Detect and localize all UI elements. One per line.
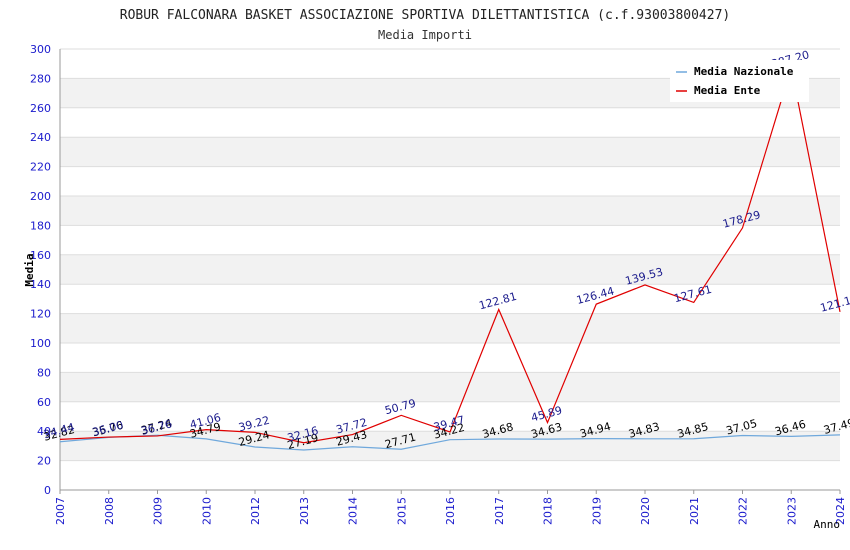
y-tick-label: 200 bbox=[30, 190, 51, 203]
x-tick-label: 2021 bbox=[688, 497, 701, 525]
x-tick-label: 2009 bbox=[152, 497, 165, 525]
x-tick-label: 2024 bbox=[834, 497, 847, 525]
grid-band bbox=[60, 431, 840, 461]
x-tick-label: 2014 bbox=[347, 497, 360, 525]
legend-label-media-ente: Media Ente bbox=[694, 84, 761, 97]
series-lines bbox=[59, 67, 841, 451]
y-tick-label: 220 bbox=[30, 161, 51, 174]
y-tick-label: 280 bbox=[30, 72, 51, 85]
legend-box bbox=[670, 60, 809, 102]
x-tick-label: 2017 bbox=[493, 497, 506, 525]
x-tick-label: 2010 bbox=[200, 497, 213, 525]
data-label-media-ente: 121.19 bbox=[819, 292, 850, 315]
y-tick-label: 240 bbox=[30, 131, 51, 144]
x-tick-label: 2019 bbox=[590, 497, 603, 525]
y-tick-label: 100 bbox=[30, 337, 51, 350]
legend: Media Nazionale Media Ente bbox=[670, 60, 809, 102]
y-tick-label: 180 bbox=[30, 219, 51, 232]
series-line-media-nazionale bbox=[59, 434, 841, 451]
y-tick-label: 0 bbox=[44, 484, 51, 497]
data-label-media-ente: 122.81 bbox=[478, 290, 519, 313]
grid-band bbox=[60, 254, 840, 285]
y-tick-label: 260 bbox=[30, 102, 51, 115]
data-label-media-nazionale: 37.49 bbox=[822, 416, 850, 437]
y-tick-label: 40 bbox=[37, 425, 51, 438]
x-tick-label: 2013 bbox=[298, 497, 311, 525]
x-tick-label: 2008 bbox=[103, 497, 116, 525]
grid-band bbox=[60, 313, 840, 343]
y-tick-label: 300 bbox=[30, 43, 51, 56]
chart-title: ROBUR FALCONARA BASKET ASSOCIAZIONE SPOR… bbox=[120, 8, 730, 23]
y-tick-label: 120 bbox=[30, 308, 51, 321]
chart-subtitle: Media Importi bbox=[378, 28, 472, 42]
y-tick-label: 80 bbox=[37, 366, 51, 379]
background-bands bbox=[60, 78, 840, 461]
x-tick-label: 2022 bbox=[737, 497, 750, 525]
axes bbox=[59, 49, 841, 494]
grid-band bbox=[60, 372, 840, 402]
y-tick-label: 20 bbox=[37, 455, 51, 468]
series-line-media-ente bbox=[59, 67, 841, 444]
x-tick-label: 2020 bbox=[639, 497, 652, 525]
y-axis-label: Media bbox=[23, 253, 36, 286]
y-tick-label: 140 bbox=[30, 278, 51, 291]
x-tick-label: 2012 bbox=[249, 497, 262, 525]
y-tick-label: 160 bbox=[30, 249, 51, 262]
x-tick-label: 2016 bbox=[444, 497, 457, 525]
x-tick-label: 2023 bbox=[785, 497, 798, 525]
x-tick-label: 2015 bbox=[395, 497, 408, 525]
x-axis-label: Anno bbox=[814, 518, 841, 531]
grid-band bbox=[60, 196, 840, 226]
data-label-media-ente: 126.44 bbox=[575, 284, 616, 307]
x-tick-label: 2007 bbox=[54, 497, 67, 525]
x-tick-labels: 2007 2008 2009 2010 2012 2013 2014 2015 2016 2017… bbox=[54, 497, 847, 525]
y-tick-labels: 0 20 40 60 80 100 120 140 160 180 200 220 240 260 280 3… bbox=[30, 43, 51, 497]
grid-band bbox=[60, 137, 840, 167]
x-tick-label: 2018 bbox=[542, 497, 555, 525]
legend-label-media-nazionale: Media Nazionale bbox=[694, 65, 794, 78]
y-tick-label: 60 bbox=[37, 396, 51, 409]
